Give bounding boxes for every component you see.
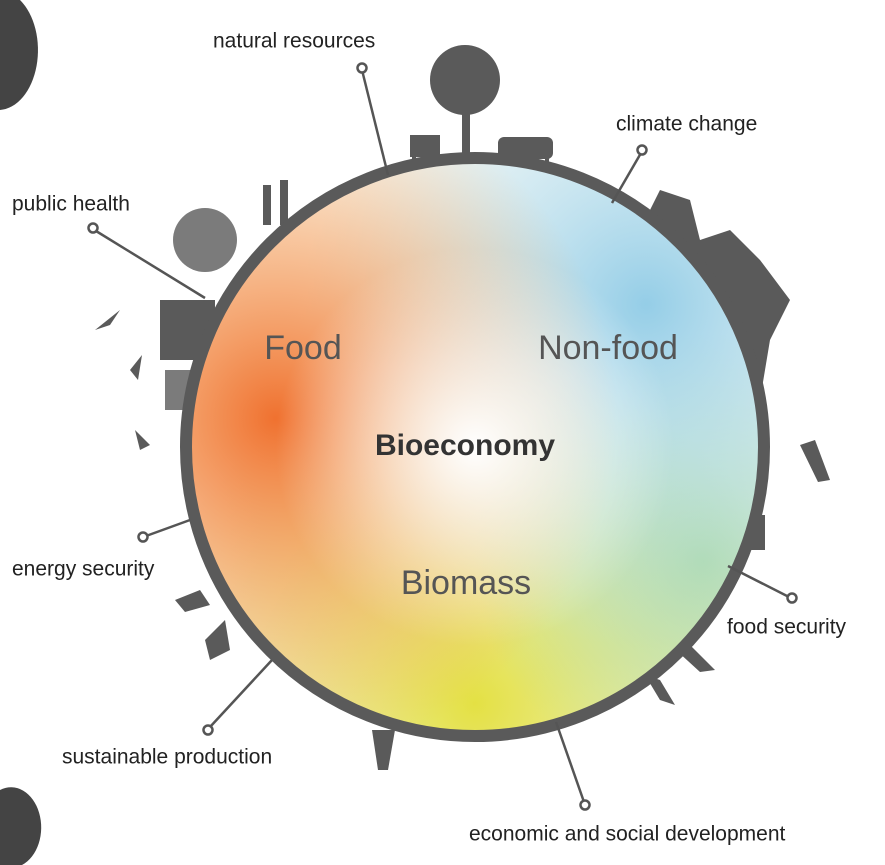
page: Bioeconomy Food Non-food Biomass natural… <box>0 0 885 865</box>
outer-label: energy security <box>12 558 155 581</box>
sector-label: Biomass <box>401 564 531 602</box>
outer-label: food security <box>727 616 847 639</box>
sector-label: Food <box>264 329 342 367</box>
center-title: Bioeconomy <box>375 429 555 462</box>
outer-label: sustainable production <box>62 746 272 769</box>
edge-decor <box>0 0 38 110</box>
sector-label: Non-food <box>538 329 678 367</box>
outer-label: natural resources <box>213 30 375 53</box>
outer-label: climate change <box>616 113 757 136</box>
outer-label: public health <box>12 193 130 216</box>
outer-label: economic and social development <box>469 823 786 846</box>
diagram: Bioeconomy Food Non-food Biomass natural… <box>0 0 885 865</box>
edge-decor <box>0 787 41 865</box>
